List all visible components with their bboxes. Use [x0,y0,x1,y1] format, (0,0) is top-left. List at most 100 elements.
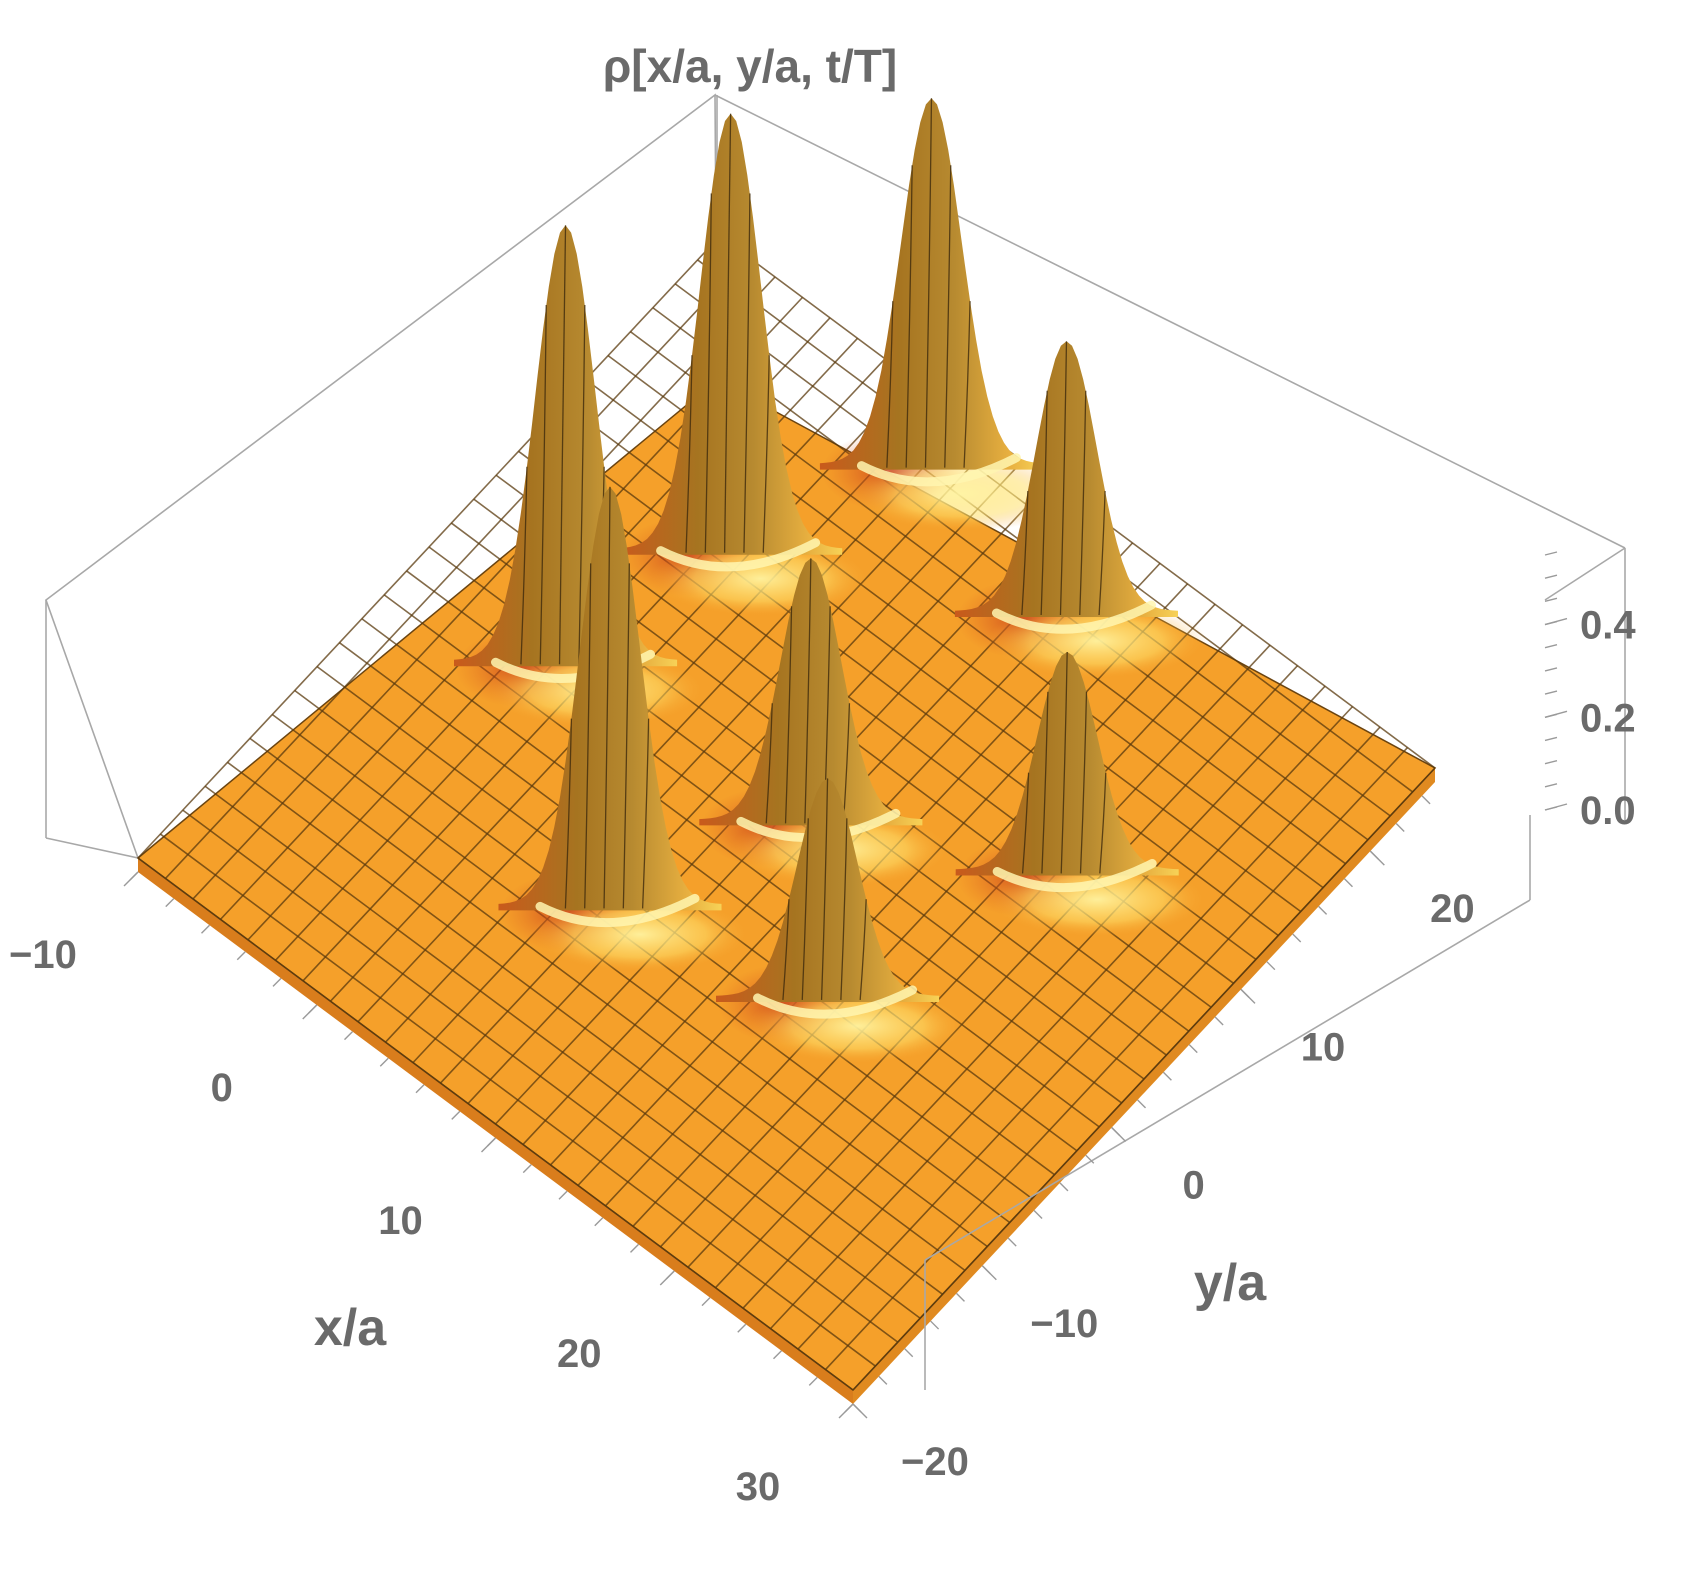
peak-surface [716,778,940,1002]
peak-mesh-line [905,165,913,468]
y-minor-tick [904,1348,914,1358]
z-minor-tick [1544,713,1558,718]
peak-mesh-line [558,225,567,665]
box-edge-right-top [1544,547,1626,601]
x-minor-tick [808,1376,818,1386]
peak-mesh-line [784,606,793,824]
z-minor-tick [1544,620,1558,626]
x-minor-tick [129,871,139,881]
peak-mesh-line [520,466,528,665]
peak-surface [699,558,923,826]
peak-mesh-line [944,165,952,468]
peak-mesh-line [1079,390,1087,616]
x-minor-tick [272,977,282,987]
mesh-line-y [159,833,876,1367]
x-minor-tick [415,1084,425,1094]
peak-mesh-line [723,113,732,553]
peak-mesh-line [840,818,848,1000]
peak [954,341,1207,680]
y-minor-tick [1137,1099,1147,1109]
peak-surface [498,486,722,911]
peak-mesh-line [801,818,809,1000]
peak-mesh-line [804,558,812,824]
peak-mesh-line [603,486,611,909]
peak-mesh-line [584,563,592,909]
peak [699,558,951,888]
peak-mesh-line [564,718,573,909]
floor-side-right [853,768,1435,1404]
y-minor-tick [1162,1071,1172,1081]
peak [716,778,968,1064]
peak-rim-highlight [656,538,821,572]
peak-mesh-line [859,899,867,1000]
peak-mesh-line [1021,491,1029,616]
y-minor-tick [981,1265,991,1275]
y-minor-tick [1085,1154,1095,1164]
peak-surface [453,225,678,667]
y-minor-tick [1059,1182,1069,1192]
peak-mesh-line [1059,341,1068,616]
x-minor-tick [451,1110,461,1120]
peak-surface [619,113,843,555]
peak-mesh-line [641,718,650,909]
z-minor-tick [1544,783,1558,788]
y-minor-tick [1033,1209,1043,1219]
peak-mesh-line [1040,390,1048,616]
x-minor-tick [236,951,246,961]
axis-ticks: −10 0 10 20 30 −20 −10 0 10 20 0.0 0.2 0.4 [9,551,1636,1509]
y-tick-label: −20 [901,1440,969,1484]
x-minor-tick [594,1217,604,1227]
z-minor-tick [1544,806,1558,811]
peak [819,98,1072,532]
y-minor-tick [955,1292,965,1302]
x-tick-label: 30 [736,1465,781,1509]
x-minor-tick [308,1004,318,1014]
peak-surface [955,652,1179,876]
peak-mesh-line [762,355,770,553]
mesh-line-y [137,857,854,1391]
x-minor-tick [522,1164,532,1174]
y-minor-tick [1266,961,1276,971]
mesh-line-y [271,713,988,1248]
mesh-line-y [227,761,944,1295]
peak-mesh-line [765,703,773,824]
y-minor-tick [930,1320,940,1330]
x-axis-label: x/a [314,1299,387,1357]
y-minor-tick [878,1375,888,1385]
x-minor-tick [844,1403,854,1413]
plot-box-front [924,815,1531,1390]
mesh-line-y [182,809,899,1343]
peak-mesh-line [578,305,586,665]
x-tick-label: −10 [9,933,77,977]
peak-mesh-line [704,193,712,553]
peak-mesh-line [1098,491,1106,616]
x-minor-tick [630,1243,639,1253]
box-edge-front-top [924,899,1531,1261]
peak-mesh-line [743,193,751,553]
peak-rim-highlight [856,453,1021,487]
peak-mesh-line [1099,772,1107,874]
peak-mesh-line [1021,772,1030,874]
chart-title: ρ[x/a, y/a, t/T] [603,40,897,92]
x-tick-label: 20 [557,1332,602,1376]
z-tick-label: 0.0 [1580,789,1636,833]
y-minor-tick [1343,878,1353,888]
y-minor-tick [1007,1237,1017,1247]
z-minor-tick [1544,759,1558,765]
mesh-line-y [361,618,1078,1152]
x-minor-tick [558,1190,568,1200]
z-minor-tick [1544,597,1558,603]
x-minor-tick [165,898,175,908]
peak-mesh-line [685,355,693,553]
x-minor-tick [379,1057,389,1067]
box-edge-left-bottom [45,837,139,859]
x-tick-label: 10 [378,1199,423,1243]
x-minor-tick [201,924,210,934]
mesh-line-y [249,737,966,1272]
peak-mesh-line [820,778,829,1000]
peak-mesh-line [924,98,933,468]
y-minor-tick [1240,988,1250,998]
peak-mesh-line [1060,651,1068,874]
